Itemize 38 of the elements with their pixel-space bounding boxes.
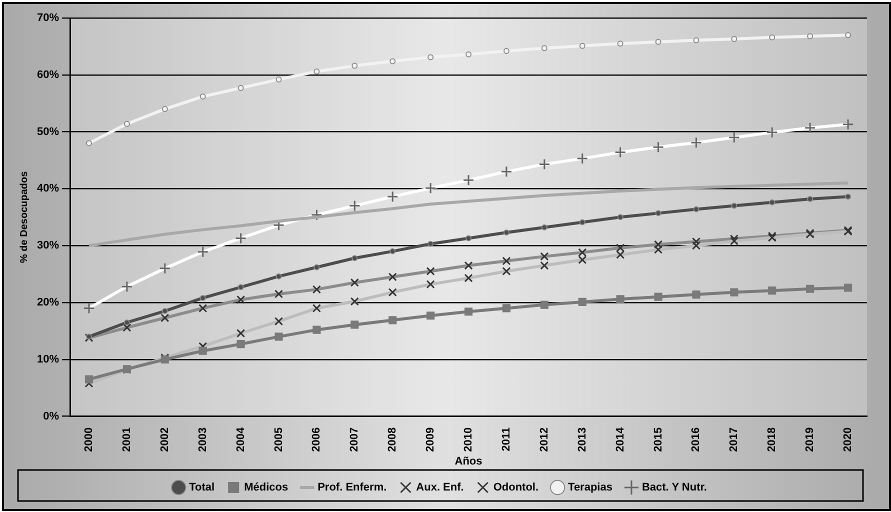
x-tick-label: 2001 [120, 427, 133, 452]
legend-label: Aux. Enf. [416, 482, 464, 494]
y-tick-label: 50% [36, 126, 60, 138]
x-tick-label: 2008 [386, 427, 399, 452]
x-tick-label: 2011 [500, 427, 512, 452]
x-tick-label: 2010 [462, 427, 475, 452]
x-tick-label: 2009 [424, 427, 437, 452]
x-tick-label: 2006 [310, 427, 323, 452]
x-tick-label: 2007 [348, 427, 361, 452]
x-tick-label: 2017 [728, 427, 740, 452]
x-axis-title: Años [454, 455, 482, 468]
y-tick-label: 70% [36, 12, 60, 24]
x-tick-label: 2019 [804, 427, 816, 452]
legend-label: Prof. Enferm. [318, 482, 387, 494]
x-tick-label: 2016 [690, 427, 702, 452]
y-tick-label: 40% [36, 182, 60, 195]
y-tick-label: 60% [36, 68, 60, 81]
x-tick-label: 2005 [272, 427, 285, 452]
x-tick-label: 2013 [576, 427, 588, 452]
x-tick-label: 2004 [234, 426, 247, 452]
x-tick-label: 2020 [842, 427, 854, 452]
y-tick-label: 0% [43, 410, 60, 422]
legend-label: Bact. Y Nutr. [642, 482, 707, 494]
y-tick-label: 30% [36, 240, 60, 252]
x-tick-label: 2000 [83, 427, 96, 452]
y-axis-title: % de Desocupados [18, 170, 30, 264]
x-tick-label: 2015 [652, 427, 664, 452]
legend-label: Médicos [244, 482, 288, 494]
x-tick-label: 2012 [538, 427, 550, 452]
y-tick-label: 10% [36, 353, 60, 366]
y-tick-label: 20% [36, 296, 60, 309]
x-tick-label: 2018 [766, 427, 778, 452]
legend-label: Odontol. [493, 482, 539, 494]
x-tick-label: 2014 [614, 426, 626, 452]
legend-label: Total [189, 482, 215, 494]
x-tick-label: 2002 [158, 427, 171, 452]
x-tick-label: 2003 [196, 427, 209, 452]
legend-label: Terapias [568, 482, 612, 494]
